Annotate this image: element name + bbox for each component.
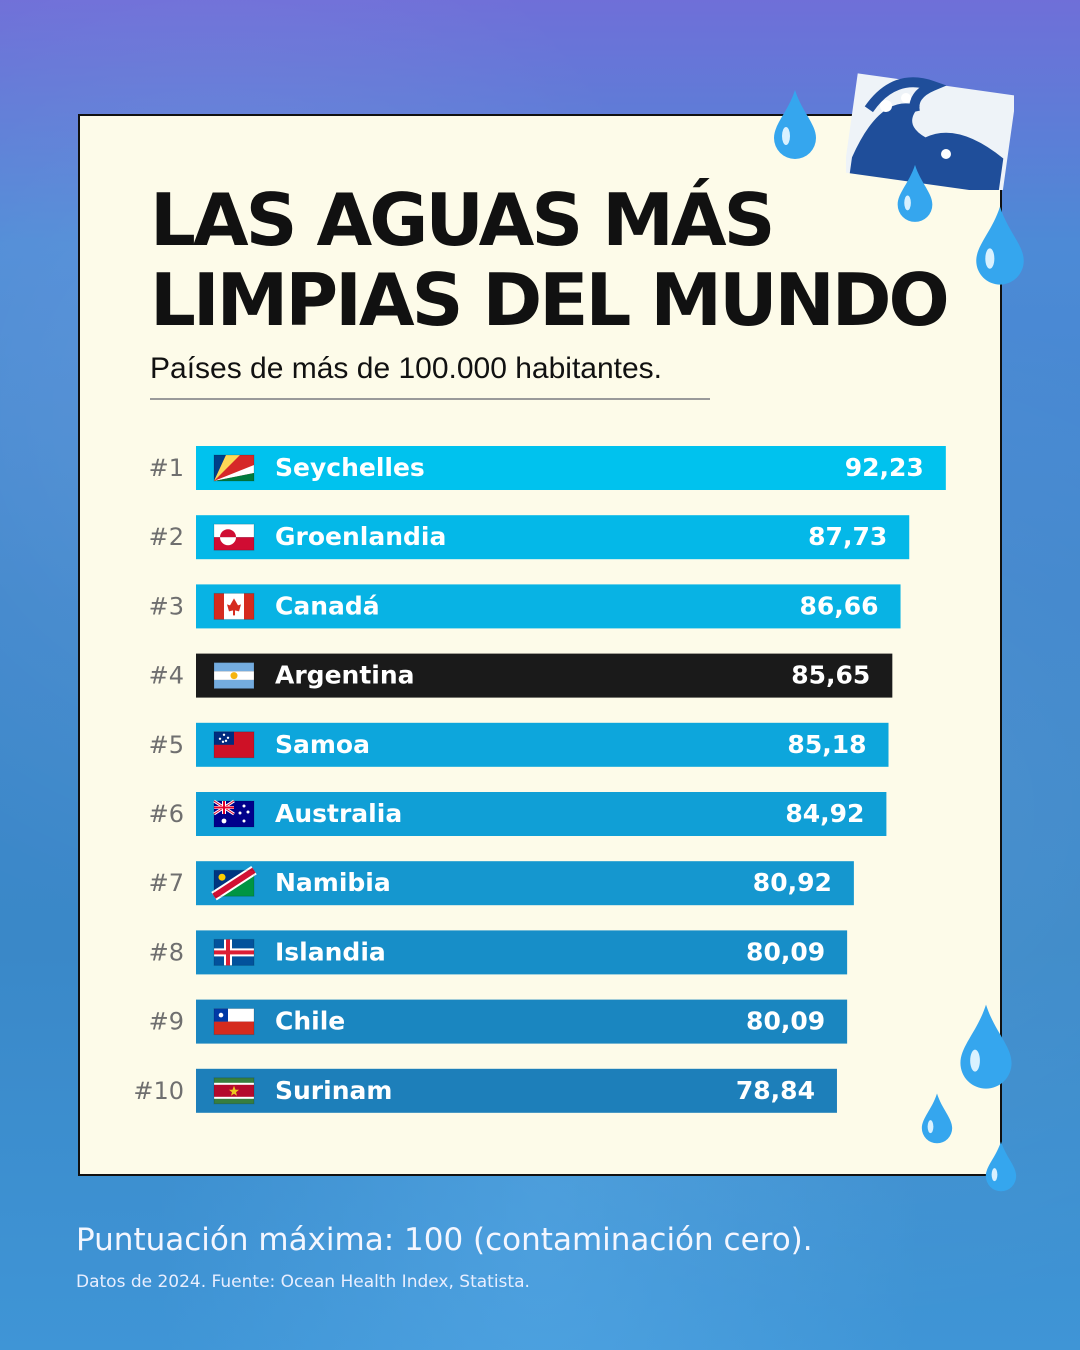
country-label: Surinam <box>275 1076 392 1105</box>
bar <box>196 722 889 767</box>
bar <box>196 999 848 1044</box>
namibia-flag-icon <box>211 866 257 901</box>
value-label: 80,09 <box>746 1007 825 1036</box>
footer-max-score: Puntuación máxima: 100 (contaminación ce… <box>76 1222 813 1258</box>
bar-row: #9 Chile 80,09 <box>149 999 848 1044</box>
bar-row: #1 Seychelles 92,23 <box>149 446 946 490</box>
country-label: Islandia <box>275 937 386 966</box>
water-drop-icon <box>976 206 1024 285</box>
rank-label: #4 <box>149 662 184 690</box>
bar <box>196 584 901 629</box>
value-label: 80,92 <box>753 868 832 897</box>
page-title: LAS AGUAS MÁS LIMPIAS DEL MUNDO <box>150 178 950 342</box>
rank-label: #2 <box>149 523 184 551</box>
bar-row: #4 Argentina 85,65 <box>149 653 893 698</box>
value-label: 80,09 <box>746 937 825 966</box>
water-drop-icon <box>921 1093 953 1144</box>
country-label: Canadá <box>275 591 380 620</box>
country-label: Samoa <box>275 730 370 759</box>
rank-label: #7 <box>149 869 184 897</box>
rank-label: #5 <box>149 731 184 759</box>
argentina-flag-icon <box>213 662 255 690</box>
bar-row: #6 Australia 84,92 <box>149 792 887 836</box>
greenland-flag-icon <box>213 523 255 551</box>
country-label: Groenlandia <box>275 522 446 551</box>
bar <box>196 515 910 560</box>
canada-flag-icon <box>213 592 255 620</box>
country-label: Australia <box>275 799 402 828</box>
rank-label: #6 <box>149 800 184 828</box>
value-label: 84,92 <box>785 799 864 828</box>
title-line-2: LIMPIAS DEL MUNDO <box>150 258 950 342</box>
value-label: 85,18 <box>787 730 866 759</box>
suriname-flag-icon <box>213 1077 255 1105</box>
country-label: Argentina <box>275 661 415 690</box>
bar-row: #2 Groenlandia 87,73 <box>149 515 910 560</box>
bar <box>196 653 893 698</box>
bar <box>196 930 848 975</box>
iceland-flag-icon <box>213 938 255 966</box>
water-drop-icon <box>960 1004 1012 1089</box>
value-label: 85,65 <box>791 661 870 690</box>
bar <box>196 861 854 906</box>
samoa-flag-icon <box>213 731 255 759</box>
bar-row: #3 Canadá 86,66 <box>149 584 901 629</box>
bar-row: #10 Surinam 78,84 <box>133 1068 837 1113</box>
value-label: 92,23 <box>845 453 924 482</box>
bar <box>196 1068 837 1113</box>
value-label: 86,66 <box>799 591 878 620</box>
chart-card <box>78 114 1002 1176</box>
footer-source: Datos de 2024. Fuente: Ocean Health Inde… <box>76 1272 530 1292</box>
rank-label: #8 <box>149 938 184 966</box>
rank-label: #3 <box>149 592 184 620</box>
chile-flag-icon <box>213 1008 255 1036</box>
wave-icon <box>846 73 1014 190</box>
water-drop-icon <box>774 90 816 159</box>
title-line-1: LAS AGUAS MÁS <box>150 178 775 262</box>
country-label: Seychelles <box>275 453 425 482</box>
bar-row: #8 Islandia 80,09 <box>149 930 848 975</box>
bar <box>196 446 946 490</box>
subtitle: Países de más de 100.000 habitantes. <box>150 352 710 400</box>
value-label: 87,73 <box>808 522 887 551</box>
australia-flag-icon <box>213 799 255 828</box>
rank-label: #9 <box>149 1008 184 1036</box>
country-label: Chile <box>275 1007 345 1036</box>
bar <box>196 792 887 836</box>
seychelles-flag-icon <box>213 454 255 482</box>
rank-label: #10 <box>133 1077 184 1105</box>
value-label: 78,84 <box>736 1076 815 1105</box>
water-drop-icon <box>897 164 933 222</box>
country-label: Namibia <box>275 868 391 897</box>
water-drop-icon <box>985 1141 1017 1192</box>
bar-row: #7 Namibia 80,92 <box>149 861 854 906</box>
rank-label: #1 <box>149 454 184 482</box>
bar-row: #5 Samoa 85,18 <box>149 722 889 767</box>
